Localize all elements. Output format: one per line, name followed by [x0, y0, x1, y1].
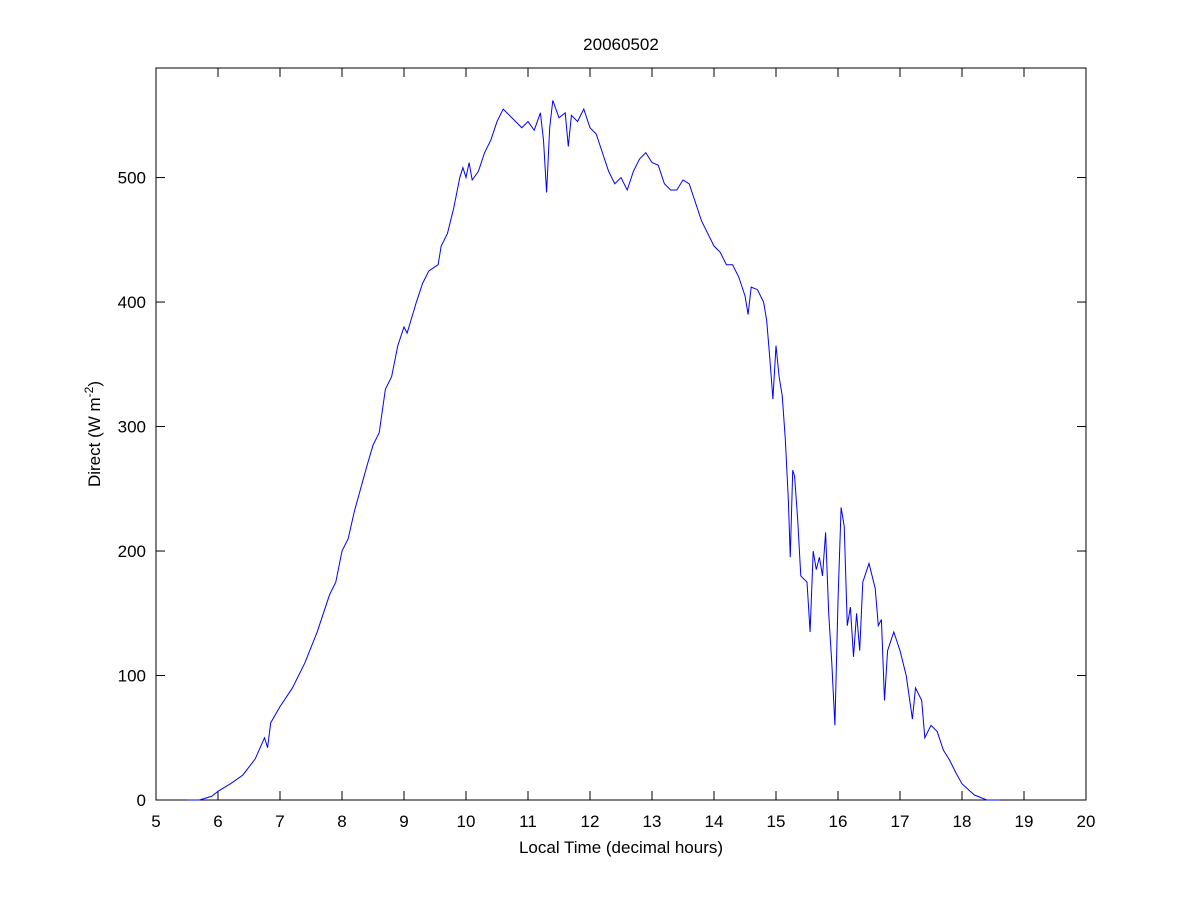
x-tick-label: 13 [643, 812, 662, 831]
y-tick-label: 400 [118, 293, 146, 312]
x-tick-label: 16 [829, 812, 848, 831]
x-tick-label: 14 [705, 812, 724, 831]
x-tick-label: 20 [1077, 812, 1096, 831]
plot-frame [155, 67, 1087, 801]
x-tick-label: 12 [581, 812, 600, 831]
x-tick-label: 11 [519, 812, 537, 831]
x-tick-label: 10 [457, 812, 476, 831]
x-tick-label: 17 [891, 812, 910, 831]
x-tick-label: 5 [151, 812, 160, 831]
y-axis-label: Direct (W m-2) [82, 381, 104, 487]
x-axis-label: Local Time (decimal hours) [519, 838, 723, 857]
x-tick-label: 7 [275, 812, 284, 831]
y-tick-label: 300 [118, 418, 146, 437]
y-tick-label: 200 [118, 542, 146, 561]
y-label-sup: -2 [82, 386, 96, 397]
data-line [187, 100, 1000, 801]
x-tick-label: 8 [337, 812, 346, 831]
y-label-end: ) [85, 381, 104, 387]
x-tick-label: 6 [213, 812, 222, 831]
y-tick-label: 100 [118, 667, 146, 686]
x-tick-label: 15 [767, 812, 786, 831]
y-tick-label: 0 [137, 791, 146, 810]
x-tick-label: 18 [953, 812, 972, 831]
y-tick-label: 500 [118, 169, 146, 188]
y-label-main: Direct (W m [85, 397, 104, 487]
chart-title: 20060502 [583, 35, 659, 54]
x-tick-label: 9 [399, 812, 408, 831]
x-tick-label: 19 [1015, 812, 1034, 831]
